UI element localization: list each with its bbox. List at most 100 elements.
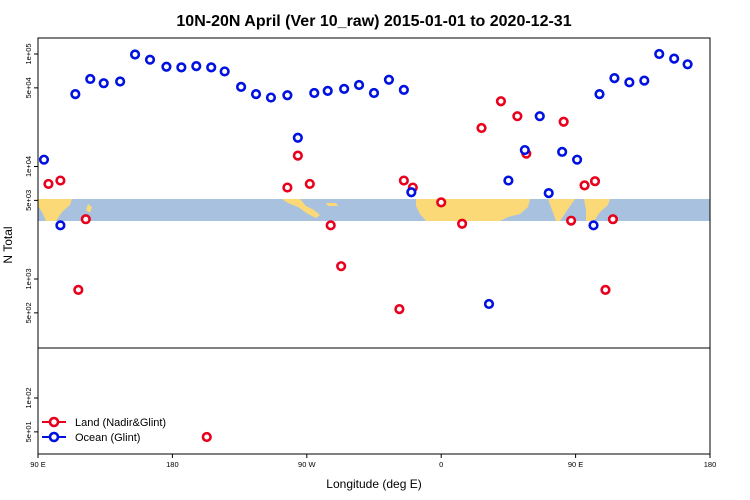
lower-panel-frame <box>37 347 711 455</box>
point-ocean <box>624 77 635 88</box>
point-land <box>292 150 303 161</box>
point-ocean <box>206 62 217 73</box>
point-ocean <box>483 298 495 310</box>
land-se-asia-right <box>584 199 610 221</box>
land-philippines <box>86 204 92 213</box>
point-ocean <box>543 188 554 199</box>
point-ocean <box>55 220 66 231</box>
x-tick-label: 90 E <box>568 460 583 469</box>
map-strip <box>38 199 710 221</box>
point-land <box>55 175 66 186</box>
y-tick-label-upper: 1e+03 <box>24 268 33 289</box>
point-land <box>476 122 487 134</box>
point-land <box>566 215 577 226</box>
point-ocean <box>398 84 409 95</box>
point-land <box>80 214 91 225</box>
land-central-america <box>282 199 320 218</box>
y-tick-label-upper: 1e+05 <box>24 43 33 64</box>
x-tick-label: 180 <box>166 460 179 469</box>
point-ocean <box>38 154 50 165</box>
y-tick-label-upper: 1e+04 <box>24 156 33 177</box>
x-axis-label: Longitude (deg E) <box>326 477 421 491</box>
x-tick-label: 90 W <box>298 460 316 469</box>
point-ocean <box>85 73 96 85</box>
point-ocean <box>339 83 350 94</box>
point-land <box>394 304 405 315</box>
point-ocean <box>383 74 395 85</box>
legend-land-marker <box>48 416 60 428</box>
point-ocean <box>571 154 583 165</box>
point-land <box>457 218 468 229</box>
point-land <box>201 431 212 443</box>
point-ocean <box>129 49 141 60</box>
point-land <box>589 176 601 187</box>
point-ocean <box>322 85 333 96</box>
point-ocean <box>235 81 247 92</box>
point-ocean <box>250 89 262 100</box>
legend: Land (Nadir&Glint) Ocean (Glint) <box>42 416 166 444</box>
y-axis-upper: 5e+02 1e+03 5e+03 1e+04 5e+04 1e+05 <box>24 43 38 323</box>
point-ocean <box>503 175 514 186</box>
point-ocean <box>609 73 620 84</box>
point-ocean <box>176 62 187 73</box>
point-ocean <box>282 90 293 101</box>
point-ocean <box>98 78 109 89</box>
x-tick-label: 180 <box>704 460 717 469</box>
land-india-right <box>548 199 575 221</box>
x-tick-label: 90 E <box>30 460 45 469</box>
land-se-asia <box>38 199 72 221</box>
point-land <box>73 284 84 296</box>
point-ocean <box>654 48 665 60</box>
legend-ocean-marker <box>48 431 60 443</box>
y-axis-lower: 5e+01 1e+02 <box>24 387 38 442</box>
y-axis-label: N Total <box>1 226 15 263</box>
point-land <box>600 284 611 296</box>
point-ocean <box>519 144 530 156</box>
point-land <box>579 180 590 191</box>
point-ocean <box>144 54 156 65</box>
x-axis: 90 E 180 90 W 0 90 E 180 <box>30 454 716 469</box>
point-ocean <box>682 59 693 70</box>
point-ocean <box>406 187 417 198</box>
y-tick-label-upper: 5e+04 <box>24 77 33 98</box>
point-ocean <box>191 61 202 72</box>
point-land <box>304 178 315 190</box>
point-land <box>558 116 569 127</box>
point-land <box>43 178 54 190</box>
point-ocean <box>115 76 126 87</box>
point-land <box>512 111 523 122</box>
point-land <box>495 96 507 107</box>
legend-land-label: Land (Nadir&Glint) <box>75 417 166 429</box>
y-tick-label-lower: 1e+02 <box>24 387 33 408</box>
point-ocean <box>669 53 680 64</box>
point-ocean <box>219 66 230 77</box>
land-caribbean <box>326 203 338 206</box>
chart-title: 10N-20N April (Ver 10_raw) 2015-01-01 to… <box>176 13 571 30</box>
point-ocean <box>557 146 568 157</box>
point-ocean <box>161 61 172 72</box>
y-tick-label-upper: 5e+02 <box>24 302 33 323</box>
data-points <box>38 48 693 443</box>
point-ocean <box>588 220 599 231</box>
ocean-band <box>38 199 710 221</box>
point-ocean <box>534 111 545 122</box>
point-land <box>282 182 293 193</box>
legend-ocean-label: Ocean (Glint) <box>75 432 140 444</box>
point-land <box>325 220 336 231</box>
point-land <box>336 261 347 272</box>
point-land <box>398 175 409 186</box>
point-ocean <box>594 89 605 100</box>
point-ocean <box>70 89 81 100</box>
y-tick-label-upper: 5e+03 <box>24 190 33 211</box>
point-land <box>607 214 619 225</box>
point-ocean <box>368 87 380 99</box>
x-tick-label: 0 <box>439 460 443 469</box>
point-ocean <box>309 87 320 99</box>
y-tick-label-lower: 5e+01 <box>24 421 33 442</box>
point-ocean <box>292 132 303 143</box>
point-land <box>436 197 447 208</box>
point-ocean <box>639 75 650 86</box>
point-ocean <box>353 79 365 91</box>
upper-panel-frame <box>37 37 711 349</box>
